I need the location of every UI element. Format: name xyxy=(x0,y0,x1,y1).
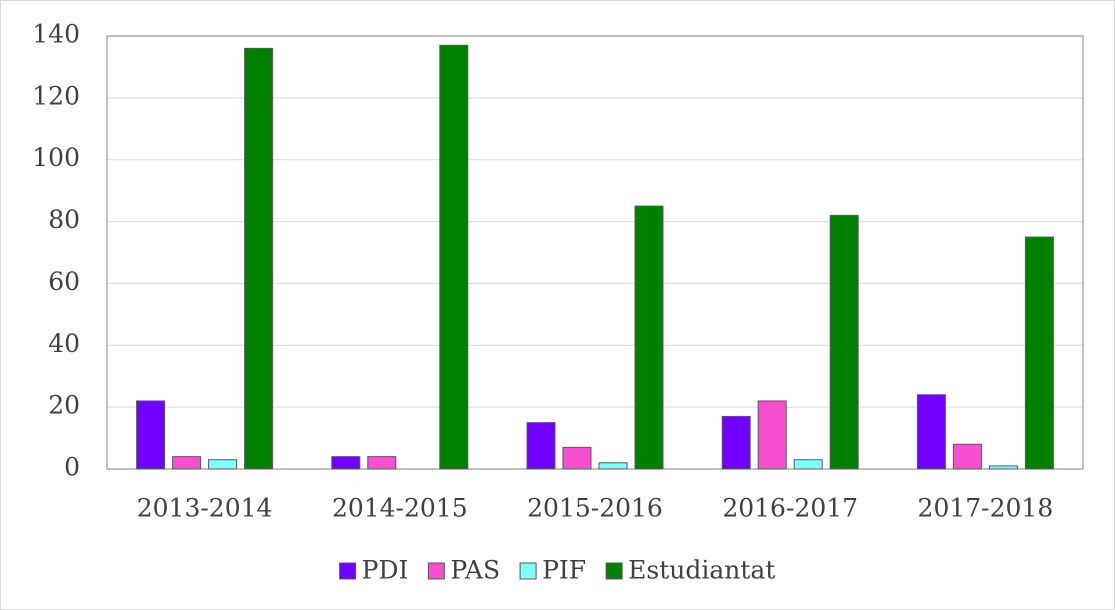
y-tick-label: 140 xyxy=(32,20,80,49)
bar xyxy=(331,456,361,470)
y-tick-label: 60 xyxy=(48,267,80,296)
bar xyxy=(1024,236,1054,470)
x-tick-label: 2013-2014 xyxy=(137,494,273,523)
bar xyxy=(526,422,556,470)
bar xyxy=(793,459,823,470)
x-tick-label: 2016-2017 xyxy=(722,494,858,523)
bar xyxy=(439,44,469,470)
legend-label: Estudiantat xyxy=(628,556,775,585)
legend-label: PDI xyxy=(362,556,409,585)
x-tick-label: 2015-2016 xyxy=(527,494,663,523)
bar xyxy=(172,456,202,470)
bar xyxy=(598,462,628,470)
y-tick-label: 0 xyxy=(64,453,80,482)
bar xyxy=(757,400,787,470)
bar xyxy=(916,394,946,470)
legend-swatch xyxy=(339,562,357,580)
bar xyxy=(244,47,274,470)
x-tick-label: 2014-2015 xyxy=(332,494,468,523)
bar xyxy=(952,443,982,470)
legend-label: PAS xyxy=(450,556,500,585)
bar xyxy=(208,459,238,470)
legend-swatch xyxy=(427,562,445,580)
x-tick-label: 2017-2018 xyxy=(918,494,1054,523)
bar xyxy=(829,214,859,470)
legend-label: PIF xyxy=(542,556,586,585)
y-tick-label: 40 xyxy=(48,329,80,358)
plot-border xyxy=(106,35,1084,470)
bar xyxy=(988,465,1018,470)
y-tick-label: 80 xyxy=(48,205,80,234)
bar xyxy=(367,456,397,470)
legend-swatch xyxy=(605,562,623,580)
bar xyxy=(634,205,664,470)
bar xyxy=(721,415,751,470)
bar xyxy=(136,400,166,470)
bar xyxy=(562,446,592,470)
legend-swatch xyxy=(519,562,537,580)
y-tick-label: 100 xyxy=(32,143,80,172)
y-tick-label: 120 xyxy=(32,81,80,110)
y-tick-label: 20 xyxy=(48,391,80,420)
